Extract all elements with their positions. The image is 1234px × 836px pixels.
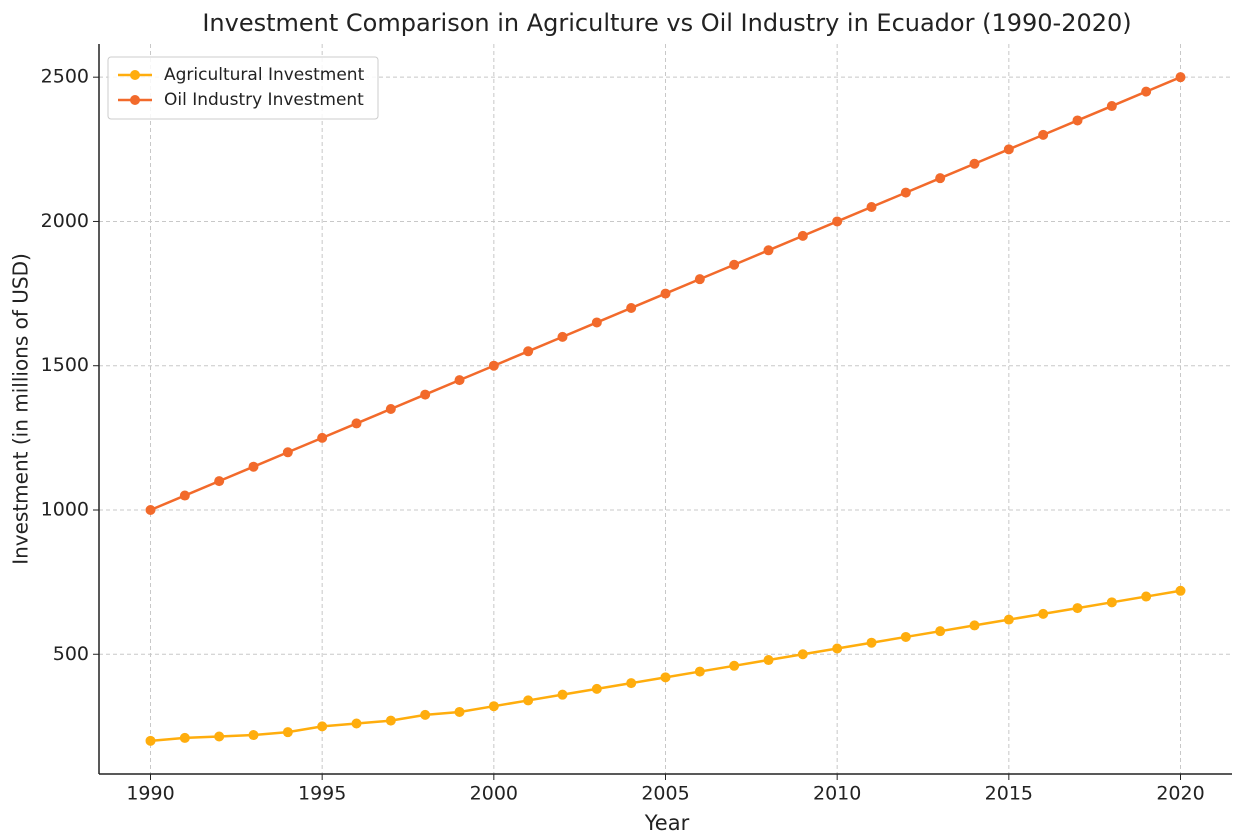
data-point (694, 666, 705, 677)
data-point (935, 173, 946, 184)
data-point (420, 709, 431, 720)
data-point (900, 631, 911, 642)
y-tick-label: 2500 (41, 66, 89, 88)
data-point (454, 706, 465, 717)
data-point (488, 360, 499, 371)
data-point (1003, 614, 1014, 625)
legend-marker (130, 70, 140, 80)
data-point (626, 678, 637, 689)
data-point (282, 727, 293, 738)
data-point (866, 637, 877, 648)
data-point (694, 274, 705, 285)
data-point (832, 643, 843, 654)
legend-label: Oil Industry Investment (164, 90, 364, 110)
data-point (1106, 101, 1117, 112)
data-point (317, 721, 328, 732)
data-point (557, 331, 568, 342)
data-point (763, 245, 774, 256)
data-point (385, 404, 396, 414)
data-point (351, 418, 362, 429)
data-point (179, 732, 190, 743)
legend-marker (130, 95, 140, 105)
data-point (1038, 129, 1049, 140)
x-tick-label: 1990 (126, 783, 174, 805)
data-point (591, 317, 602, 328)
x-tick-label: 2010 (813, 783, 861, 805)
y-tick-label: 1500 (41, 354, 89, 376)
data-point (626, 303, 637, 314)
data-point (1038, 608, 1049, 619)
data-point (832, 216, 843, 227)
legend-label: Agricultural Investment (164, 65, 365, 85)
data-point (900, 187, 911, 198)
data-point (1175, 72, 1186, 83)
data-point (729, 660, 740, 671)
x-tick-label: 2005 (641, 783, 689, 805)
data-point (214, 476, 225, 487)
x-axis-label: Year (644, 811, 690, 835)
x-tick-label: 2015 (985, 783, 1033, 805)
data-point (248, 461, 259, 472)
data-point (282, 447, 293, 458)
data-point (523, 695, 534, 706)
x-tick-label: 1995 (298, 783, 346, 805)
data-point (1072, 603, 1083, 614)
data-point (660, 288, 671, 299)
data-point (557, 689, 568, 700)
x-tick-label: 2020 (1156, 783, 1204, 805)
data-point (385, 715, 396, 726)
data-point (591, 683, 602, 694)
y-tick-label: 2000 (41, 210, 89, 232)
data-point (145, 504, 156, 515)
y-axis-label: Investment (in millions of USD) (9, 253, 33, 565)
data-point (969, 620, 980, 631)
data-point (935, 626, 946, 637)
data-point (317, 432, 328, 443)
data-point (866, 202, 877, 213)
data-point (729, 259, 740, 270)
data-point (1072, 115, 1083, 126)
y-tick-label: 1000 (41, 498, 89, 520)
data-point (1141, 591, 1152, 602)
data-point (660, 672, 671, 683)
data-point (1106, 597, 1117, 608)
data-point (214, 731, 225, 742)
data-point (523, 346, 534, 357)
data-point (420, 389, 431, 400)
chart-title: Investment Comparison in Agriculture vs … (202, 9, 1131, 37)
data-point (145, 735, 156, 746)
data-point (248, 730, 259, 741)
data-point (1003, 144, 1014, 155)
data-point (1175, 585, 1186, 596)
data-point (797, 649, 808, 660)
data-point (797, 230, 808, 241)
x-tick-label: 2000 (470, 783, 518, 805)
data-point (351, 718, 362, 729)
y-tick-label: 500 (53, 643, 89, 665)
data-point (763, 655, 774, 666)
data-point (969, 158, 980, 169)
data-point (454, 375, 465, 386)
data-point (179, 490, 190, 501)
data-point (1141, 86, 1152, 97)
legend-box (107, 56, 379, 120)
data-point (488, 701, 499, 712)
